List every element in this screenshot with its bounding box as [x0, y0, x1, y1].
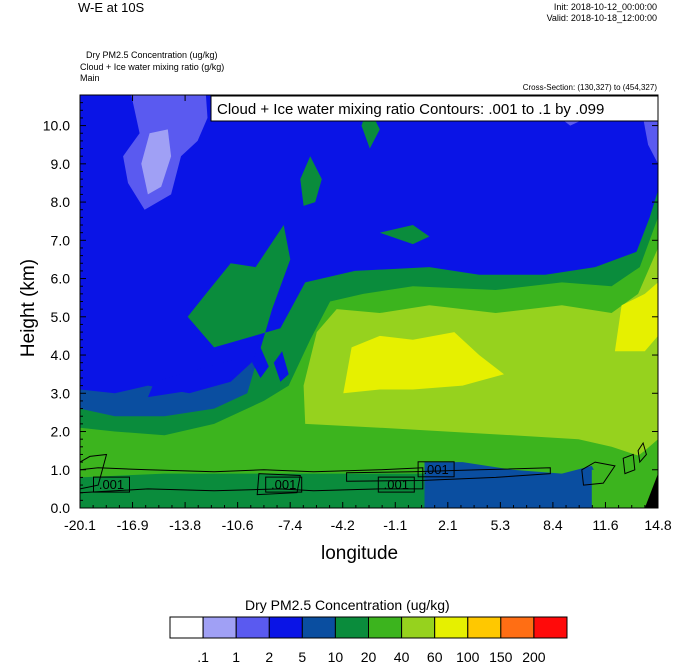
- y-tick-label: 8.0: [51, 194, 71, 210]
- x-tick-label: -13.8: [169, 517, 201, 533]
- cross-section-label: Cross-Section: (130,327) to (454,327): [522, 83, 657, 92]
- colorbar-level-label: 20: [361, 649, 377, 665]
- y-tick-label: 5.0: [51, 309, 71, 325]
- y-tick-label: 3.0: [51, 385, 71, 401]
- domain-label: Main: [80, 73, 100, 83]
- colorbar-level-label: 5: [298, 649, 306, 665]
- contour-label-box: [417, 461, 455, 478]
- colorbar-swatch: [235, 616, 270, 639]
- x-tick-label: 8.4: [543, 517, 563, 533]
- field-region-5a: [147, 358, 238, 398]
- colorbar-swatch: [467, 616, 502, 639]
- colorbar-swatch: [268, 616, 303, 639]
- x-tick-label: 14.8: [644, 517, 671, 533]
- y-tick-label: 1.0: [51, 462, 71, 478]
- colorbar-level-label: 10: [328, 649, 344, 665]
- colorbar-level-label: 40: [394, 649, 410, 665]
- axes: -20.1 -16.9 -13.8 -10.6 -7.4 -4.2 -1.1 2.1 5.3 8.…: [43, 94, 672, 533]
- cloud-contour-4: [256, 473, 301, 496]
- y-axis-label: Height (km): [18, 258, 39, 358]
- field-region-20d: [379, 225, 430, 245]
- cloud-contour-1: [80, 467, 424, 494]
- contour-label-box: [93, 476, 130, 493]
- colorbar-swatch: [401, 616, 436, 639]
- colorbar-title: Dry PM2.5 Concentration (ug/kg): [245, 597, 450, 613]
- field-region-100a: [343, 332, 504, 394]
- x-tick-label: 2.1: [438, 517, 458, 533]
- colorbar-level-label: .1: [197, 649, 209, 665]
- contour-info-text: Cloud + Ice water mixing ratio Contours:…: [217, 101, 604, 118]
- colorbar-level-label: 1: [232, 649, 240, 665]
- y-tick-label: 7.0: [51, 232, 71, 248]
- contour-label: .001: [423, 462, 448, 477]
- cloud-contour-2: [80, 453, 108, 490]
- colorbar-swatch: [368, 616, 403, 639]
- field-region-20b: [300, 156, 322, 206]
- colorbar-swatch: [301, 616, 336, 639]
- field-region-5c: [252, 343, 269, 378]
- colorbar-swatch: [334, 616, 369, 639]
- concentration-field: [80, 95, 658, 508]
- field-region-100b: [614, 282, 658, 352]
- field-region-20e: [80, 473, 425, 508]
- colorbar-swatch: [202, 616, 237, 639]
- contour-label: .001: [99, 477, 124, 492]
- y-tick-label: 4.0: [51, 347, 71, 363]
- x-tick-label: -7.4: [278, 517, 302, 533]
- valid-time: Valid: 2018-10-18_12:00:00: [546, 13, 657, 23]
- contour-label-box: [265, 476, 303, 493]
- field-region-1: [141, 129, 172, 195]
- x-tick-label: 5.3: [491, 517, 511, 533]
- x-tick-label: 11.6: [592, 517, 618, 533]
- x-tick-label: -20.1: [64, 517, 96, 533]
- field-region-10b: [424, 462, 602, 508]
- y-tick-label: 2.0: [51, 424, 71, 440]
- colorbar-level-label: 2: [265, 649, 273, 665]
- field-region-5b: [273, 351, 289, 382]
- x-tick-label: -1.1: [383, 517, 407, 533]
- y-tick-label: 0.0: [51, 500, 71, 516]
- y-tick-label: 6.0: [51, 271, 71, 287]
- contour-info-box: [210, 95, 659, 122]
- cloud-contour-6: [622, 453, 636, 475]
- contour-label-layer: .001 .001 .001 .001: [93, 461, 455, 493]
- contour-label: .001: [271, 477, 296, 492]
- y-tick-label: 10.0: [43, 118, 70, 134]
- x-tick-label: -16.9: [117, 517, 149, 533]
- colorbar-level-label: 100: [456, 649, 480, 665]
- field-region-2a: [80, 95, 208, 210]
- colorbar-swatch: [434, 616, 469, 639]
- field-label-cloud: Cloud + Ice water mixing ratio (g/kg): [80, 62, 225, 72]
- contour-label-box: [377, 476, 415, 493]
- field-region-terrain: [644, 473, 658, 508]
- colorbar-level-label: 150: [489, 649, 513, 665]
- x-tick-label: -4.2: [331, 517, 355, 533]
- contour-label: .001: [384, 477, 409, 492]
- plot-title: W-E at 10S: [78, 0, 145, 15]
- x-tick-label: -10.6: [222, 517, 254, 533]
- x-axis-label: longitude: [321, 543, 399, 564]
- cloud-contour-5: [581, 461, 616, 486]
- colorbar: .1 1 2 5 10 20 40 60 100 150 200: [169, 616, 568, 665]
- cloud-contour-3: [346, 467, 551, 482]
- colorbar-swatch: [533, 616, 568, 639]
- field-region-60: [303, 248, 658, 463]
- init-time: Init: 2018-10-12_00:00:00: [553, 2, 657, 12]
- colorbar-level-label: 60: [427, 649, 443, 665]
- field-label-pm25: Dry PM2.5 Concentration (ug/kg): [86, 50, 218, 60]
- cloud-contour-7: [637, 441, 647, 464]
- y-tick-label: 9.0: [51, 156, 71, 172]
- colorbar-swatch: [500, 616, 535, 639]
- cloud-contours: [80, 441, 647, 496]
- colorbar-level-label: 200: [522, 649, 546, 665]
- colorbar-swatch: [169, 616, 204, 639]
